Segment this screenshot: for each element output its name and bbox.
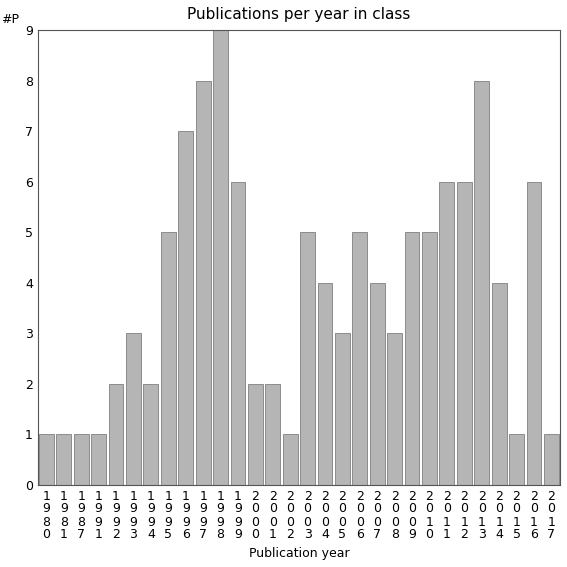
Title: Publications per year in class: Publications per year in class	[187, 7, 411, 22]
Bar	[300, 232, 315, 485]
Bar	[57, 434, 71, 485]
Bar	[492, 282, 506, 485]
Bar	[248, 384, 263, 485]
Bar	[439, 181, 454, 485]
X-axis label: Publication year: Publication year	[248, 547, 349, 560]
Bar	[387, 333, 402, 485]
Bar	[196, 81, 210, 485]
Bar	[213, 30, 228, 485]
Bar	[422, 232, 437, 485]
Bar	[39, 434, 54, 485]
Bar	[527, 181, 541, 485]
Bar	[405, 232, 420, 485]
Bar	[161, 232, 176, 485]
Bar	[265, 384, 280, 485]
Bar	[91, 434, 106, 485]
Bar	[126, 333, 141, 485]
Bar	[370, 282, 384, 485]
Text: #P: #P	[1, 12, 19, 26]
Bar	[457, 181, 472, 485]
Bar	[283, 434, 298, 485]
Bar	[231, 181, 246, 485]
Bar	[109, 384, 124, 485]
Bar	[353, 232, 367, 485]
Bar	[475, 81, 489, 485]
Bar	[509, 434, 524, 485]
Bar	[335, 333, 350, 485]
Bar	[178, 131, 193, 485]
Bar	[544, 434, 558, 485]
Bar	[74, 434, 88, 485]
Bar	[318, 282, 332, 485]
Bar	[143, 384, 158, 485]
